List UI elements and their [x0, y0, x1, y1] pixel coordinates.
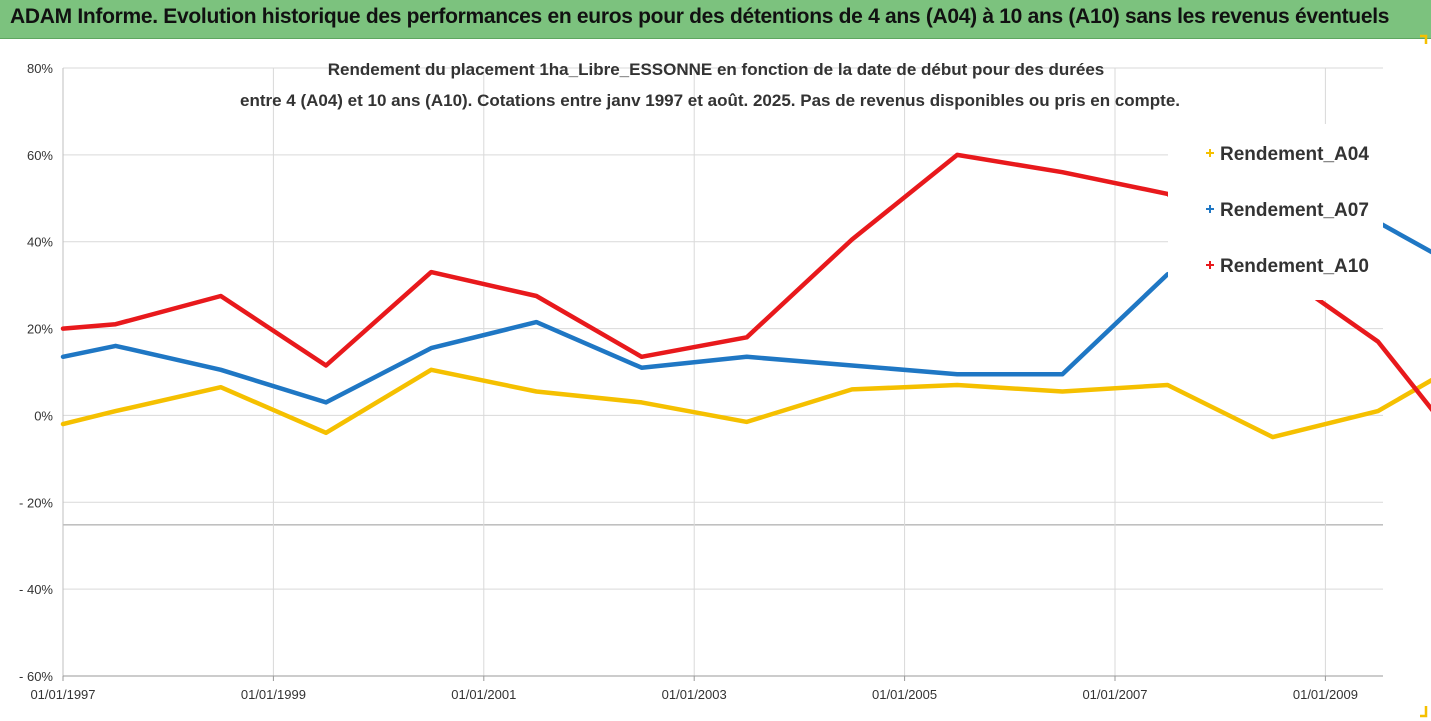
y-tick-label: - 20%	[19, 495, 53, 510]
y-tick-label: 80%	[27, 61, 53, 76]
legend: Rendement_A04 Rendement_A07 Rendement_A10	[1168, 124, 1383, 300]
corner-mark-bottom	[1420, 706, 1428, 718]
series-line-rendement_a10	[60, 152, 1431, 412]
x-tick-label: 01/01/2001	[451, 687, 516, 702]
y-tick-label: - 60%	[19, 669, 53, 684]
x-tick-label: 01/01/2007	[1082, 687, 1147, 702]
y-axis: 80% 60% 40% 20% 0% - 20% - 40% - 60%	[19, 61, 64, 684]
x-tick-label: 01/01/1999	[241, 687, 306, 702]
x-tick-label: 01/01/1997	[30, 687, 95, 702]
y-tick-label: 40%	[27, 235, 53, 250]
banner-title: ADAM Informe. Evolution historique des p…	[10, 5, 1390, 28]
x-axis: 01/01/1997 01/01/1999 01/01/2001 01/01/2003…	[30, 675, 1383, 702]
y-tick-label: 0%	[34, 408, 53, 423]
x-tick-label: 01/01/2005	[872, 687, 937, 702]
header-banner: ADAM Informe. Evolution historique des p…	[0, 0, 1431, 39]
x-tick-label: 01/01/2003	[662, 687, 727, 702]
series-line-rendement_a07	[60, 219, 1431, 405]
legend-entry-label: Rendement_A07	[1220, 200, 1369, 221]
y-tick-label: 60%	[27, 148, 53, 163]
legend-entry-label: Rendement_A10	[1220, 256, 1369, 277]
chart-title-line1: Rendement du placement 1ha_Libre_ESSONNE…	[328, 60, 1105, 79]
chart-title-line2: entre 4 (A04) et 10 ans (A10). Cotations…	[240, 91, 1180, 110]
legend-box	[1168, 124, 1383, 300]
y-tick-label: 20%	[27, 322, 53, 337]
x-tick-label: 01/01/2009	[1293, 687, 1358, 702]
corner-mark-top	[1420, 34, 1428, 44]
series-line-rendement_a04	[60, 367, 1431, 440]
y-tick-label: - 40%	[19, 582, 53, 597]
legend-entry-label: Rendement_A04	[1220, 144, 1369, 165]
series-lines	[60, 152, 1431, 440]
